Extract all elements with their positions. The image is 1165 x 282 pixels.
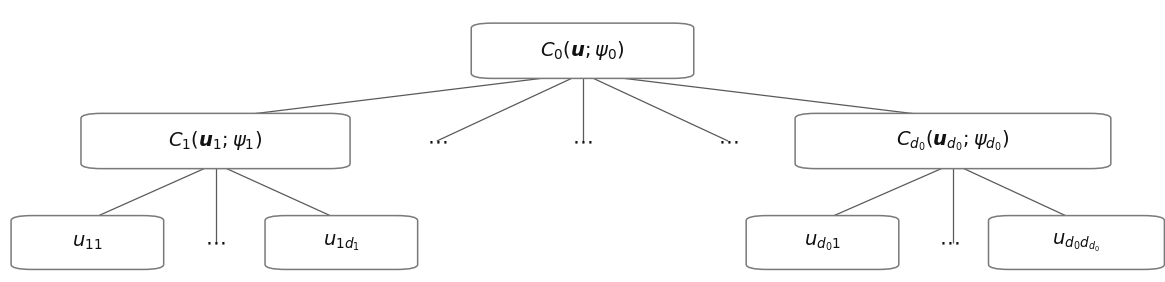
FancyBboxPatch shape — [10, 215, 163, 270]
Text: $u_{d_0d_{d_0}}$: $u_{d_0d_{d_0}}$ — [1052, 232, 1101, 254]
FancyBboxPatch shape — [266, 215, 417, 270]
Text: $\cdots$: $\cdots$ — [939, 233, 960, 252]
FancyBboxPatch shape — [746, 215, 899, 270]
FancyBboxPatch shape — [795, 113, 1110, 169]
Text: $\cdots$: $\cdots$ — [426, 131, 447, 151]
Text: $u_{d_01}$: $u_{d_01}$ — [804, 232, 841, 253]
Text: $C_{d_0}(\boldsymbol{u}_{d_0};\psi_{d_0})$: $C_{d_0}(\boldsymbol{u}_{d_0};\psi_{d_0}… — [896, 129, 1010, 153]
Text: $C_0(\boldsymbol{u};\psi_0)$: $C_0(\boldsymbol{u};\psi_0)$ — [541, 39, 624, 62]
Text: $\cdots$: $\cdots$ — [572, 131, 593, 151]
FancyBboxPatch shape — [80, 113, 349, 169]
Text: $C_1(\boldsymbol{u}_1;\psi_1)$: $C_1(\boldsymbol{u}_1;\psi_1)$ — [169, 129, 262, 153]
Text: $\cdots$: $\cdots$ — [718, 131, 739, 151]
Text: $u_{1d_1}$: $u_{1d_1}$ — [323, 232, 360, 253]
FancyBboxPatch shape — [988, 215, 1165, 270]
Text: $\cdots$: $\cdots$ — [205, 233, 226, 252]
FancyBboxPatch shape — [471, 23, 693, 78]
Text: $u_{11}$: $u_{11}$ — [72, 233, 103, 252]
